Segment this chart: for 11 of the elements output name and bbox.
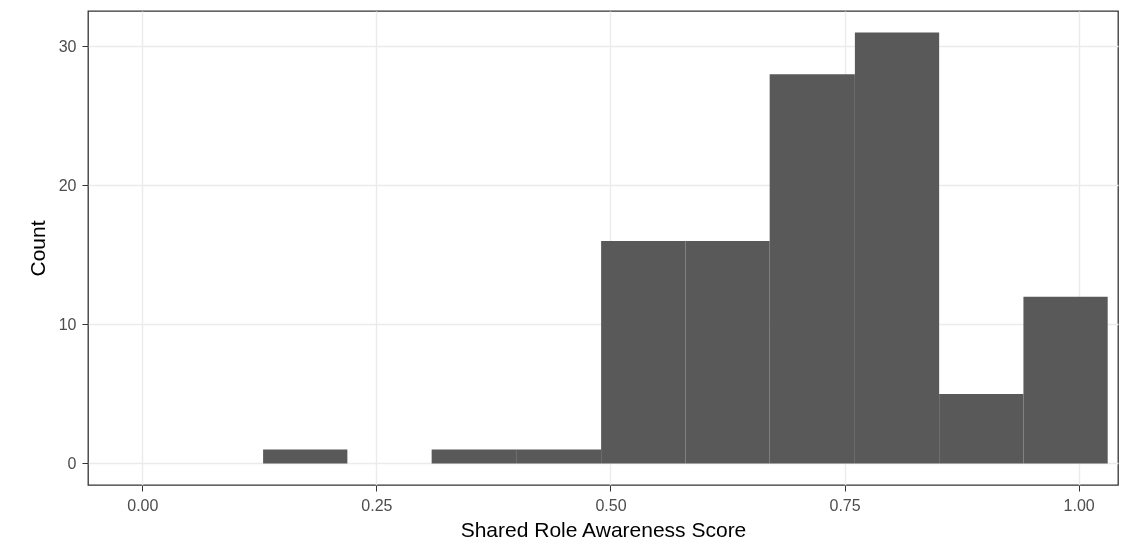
y-tick-label: 30 [58, 37, 77, 55]
y-tick-label: 0 [67, 454, 77, 472]
x-tick-label: 0.00 [127, 496, 159, 514]
x-tick-label: 0.75 [829, 496, 861, 514]
x-tick-label: 0.50 [595, 496, 627, 514]
x-tick-label: 1.00 [1063, 496, 1095, 514]
y-tick-label: 20 [58, 176, 77, 194]
y-tick-label: 10 [58, 315, 77, 333]
x-axis-title: Shared Role Awareness Score [460, 517, 747, 541]
x-tick-label: 0.25 [361, 496, 393, 514]
y-axis-title: Count [25, 220, 49, 277]
